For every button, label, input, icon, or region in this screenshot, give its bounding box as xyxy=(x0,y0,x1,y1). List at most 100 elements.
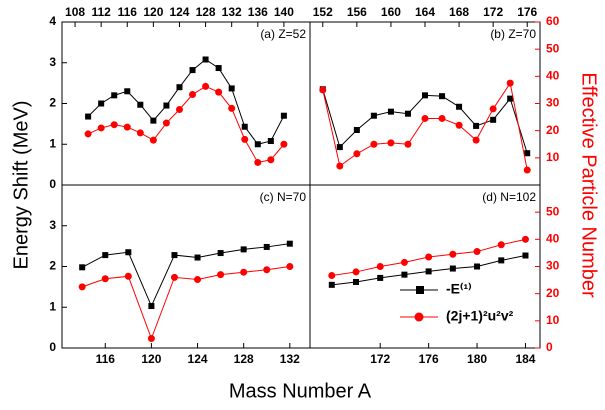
x-tick-label: 164 xyxy=(415,5,435,19)
x-axis-label: Mass Number A xyxy=(229,380,372,402)
panel-label: (c) N=70 xyxy=(260,190,307,204)
y2-tick-label: 50 xyxy=(546,41,560,55)
x-tick-label: 108 xyxy=(65,5,85,19)
marker-square xyxy=(267,137,274,144)
y2-axis-label: Effective Particle Number xyxy=(578,72,600,298)
marker-square xyxy=(370,112,377,119)
marker-circle xyxy=(110,121,118,129)
marker-circle xyxy=(425,253,433,261)
panel-label: (d) N=102 xyxy=(482,190,536,204)
marker-circle xyxy=(336,162,344,170)
marker-square xyxy=(150,117,157,124)
marker-square xyxy=(217,250,224,257)
marker-square xyxy=(176,84,183,91)
marker-circle xyxy=(170,273,178,281)
y2-tick-label: 10 xyxy=(546,150,560,164)
marker-square xyxy=(98,100,105,107)
marker-square xyxy=(85,113,92,120)
marker-circle xyxy=(319,86,327,94)
marker-square xyxy=(163,102,170,109)
marker-circle xyxy=(215,88,223,96)
marker-circle xyxy=(101,275,109,283)
marker-circle xyxy=(473,248,481,256)
y2-tick-label: 60 xyxy=(546,14,560,28)
marker-circle xyxy=(194,276,202,284)
series-line xyxy=(81,243,290,308)
marker-square xyxy=(401,271,408,278)
marker-circle xyxy=(97,124,105,132)
x-tick-label: 172 xyxy=(483,5,503,19)
x-tick-label: 124 xyxy=(169,5,189,19)
x-tick-label: 120 xyxy=(141,352,161,366)
marker-square xyxy=(387,108,394,115)
marker-circle xyxy=(376,263,384,270)
marker-square xyxy=(79,264,86,271)
legend-label: -E⁽¹⁾ xyxy=(446,281,472,297)
marker-circle xyxy=(189,91,197,99)
marker-circle xyxy=(124,272,132,280)
marker-circle xyxy=(506,79,514,87)
panel-frame xyxy=(309,21,541,186)
marker-square xyxy=(328,281,335,288)
panel-label: (b) Z=70 xyxy=(490,27,536,41)
y2-tick-label: 0 xyxy=(546,340,553,354)
x-tick-label: 172 xyxy=(370,352,390,366)
x-tick-label: 180 xyxy=(467,352,487,366)
marker-square xyxy=(422,92,428,99)
marker-circle xyxy=(370,140,378,148)
panel-frame xyxy=(61,184,311,349)
marker-square xyxy=(522,252,529,259)
x-tick-label: 116 xyxy=(118,5,138,19)
x-tick-label: 132 xyxy=(280,352,300,366)
y2-tick-label: 40 xyxy=(546,232,560,246)
marker-square xyxy=(353,278,359,285)
marker-square xyxy=(498,257,505,264)
marker-square xyxy=(202,56,209,63)
marker-circle xyxy=(162,119,170,127)
y-axis-label: Energy Shift (MeV) xyxy=(10,101,32,270)
marker-square xyxy=(148,303,155,310)
marker-square xyxy=(228,85,235,92)
marker-circle xyxy=(387,139,395,147)
marker-circle xyxy=(400,258,408,266)
marker-circle xyxy=(352,268,360,276)
marker-circle xyxy=(241,135,249,143)
marker-square xyxy=(439,93,446,100)
x-tick-label: 136 xyxy=(248,5,268,19)
series-line xyxy=(87,58,285,145)
y2-tick-label: 20 xyxy=(546,123,560,137)
y-tick-label: 2 xyxy=(49,96,56,110)
marker-square xyxy=(254,141,261,148)
series-line xyxy=(82,266,290,340)
marker-square xyxy=(353,126,360,133)
marker-square xyxy=(263,243,270,250)
marker-circle xyxy=(84,130,92,138)
marker-square xyxy=(449,265,456,272)
marker-square xyxy=(377,274,384,281)
marker-circle xyxy=(254,158,262,166)
marker-square xyxy=(102,252,109,259)
marker-circle xyxy=(404,140,412,148)
marker-square xyxy=(125,249,132,256)
x-tick-label: 116 xyxy=(96,352,116,366)
y2-tick-label: 10 xyxy=(546,313,560,327)
y-tick-label: 0 xyxy=(49,177,56,191)
marker-square xyxy=(474,263,481,270)
marker-square xyxy=(124,88,131,95)
x-tick-label: 128 xyxy=(234,352,254,366)
y2-tick-label: 20 xyxy=(546,286,560,300)
marker-circle xyxy=(78,283,86,291)
marker-circle xyxy=(240,268,248,276)
y-tick-label: 0 xyxy=(49,340,56,354)
marker-circle xyxy=(438,114,446,122)
marker-circle xyxy=(136,129,144,137)
marker-circle xyxy=(497,241,505,249)
marker-square xyxy=(286,240,293,247)
marker-circle xyxy=(328,271,336,279)
marker-square xyxy=(241,123,248,130)
marker-square xyxy=(215,65,222,72)
x-tick-label: 124 xyxy=(188,352,208,366)
marker-circle xyxy=(421,114,429,122)
marker-circle xyxy=(353,150,361,158)
